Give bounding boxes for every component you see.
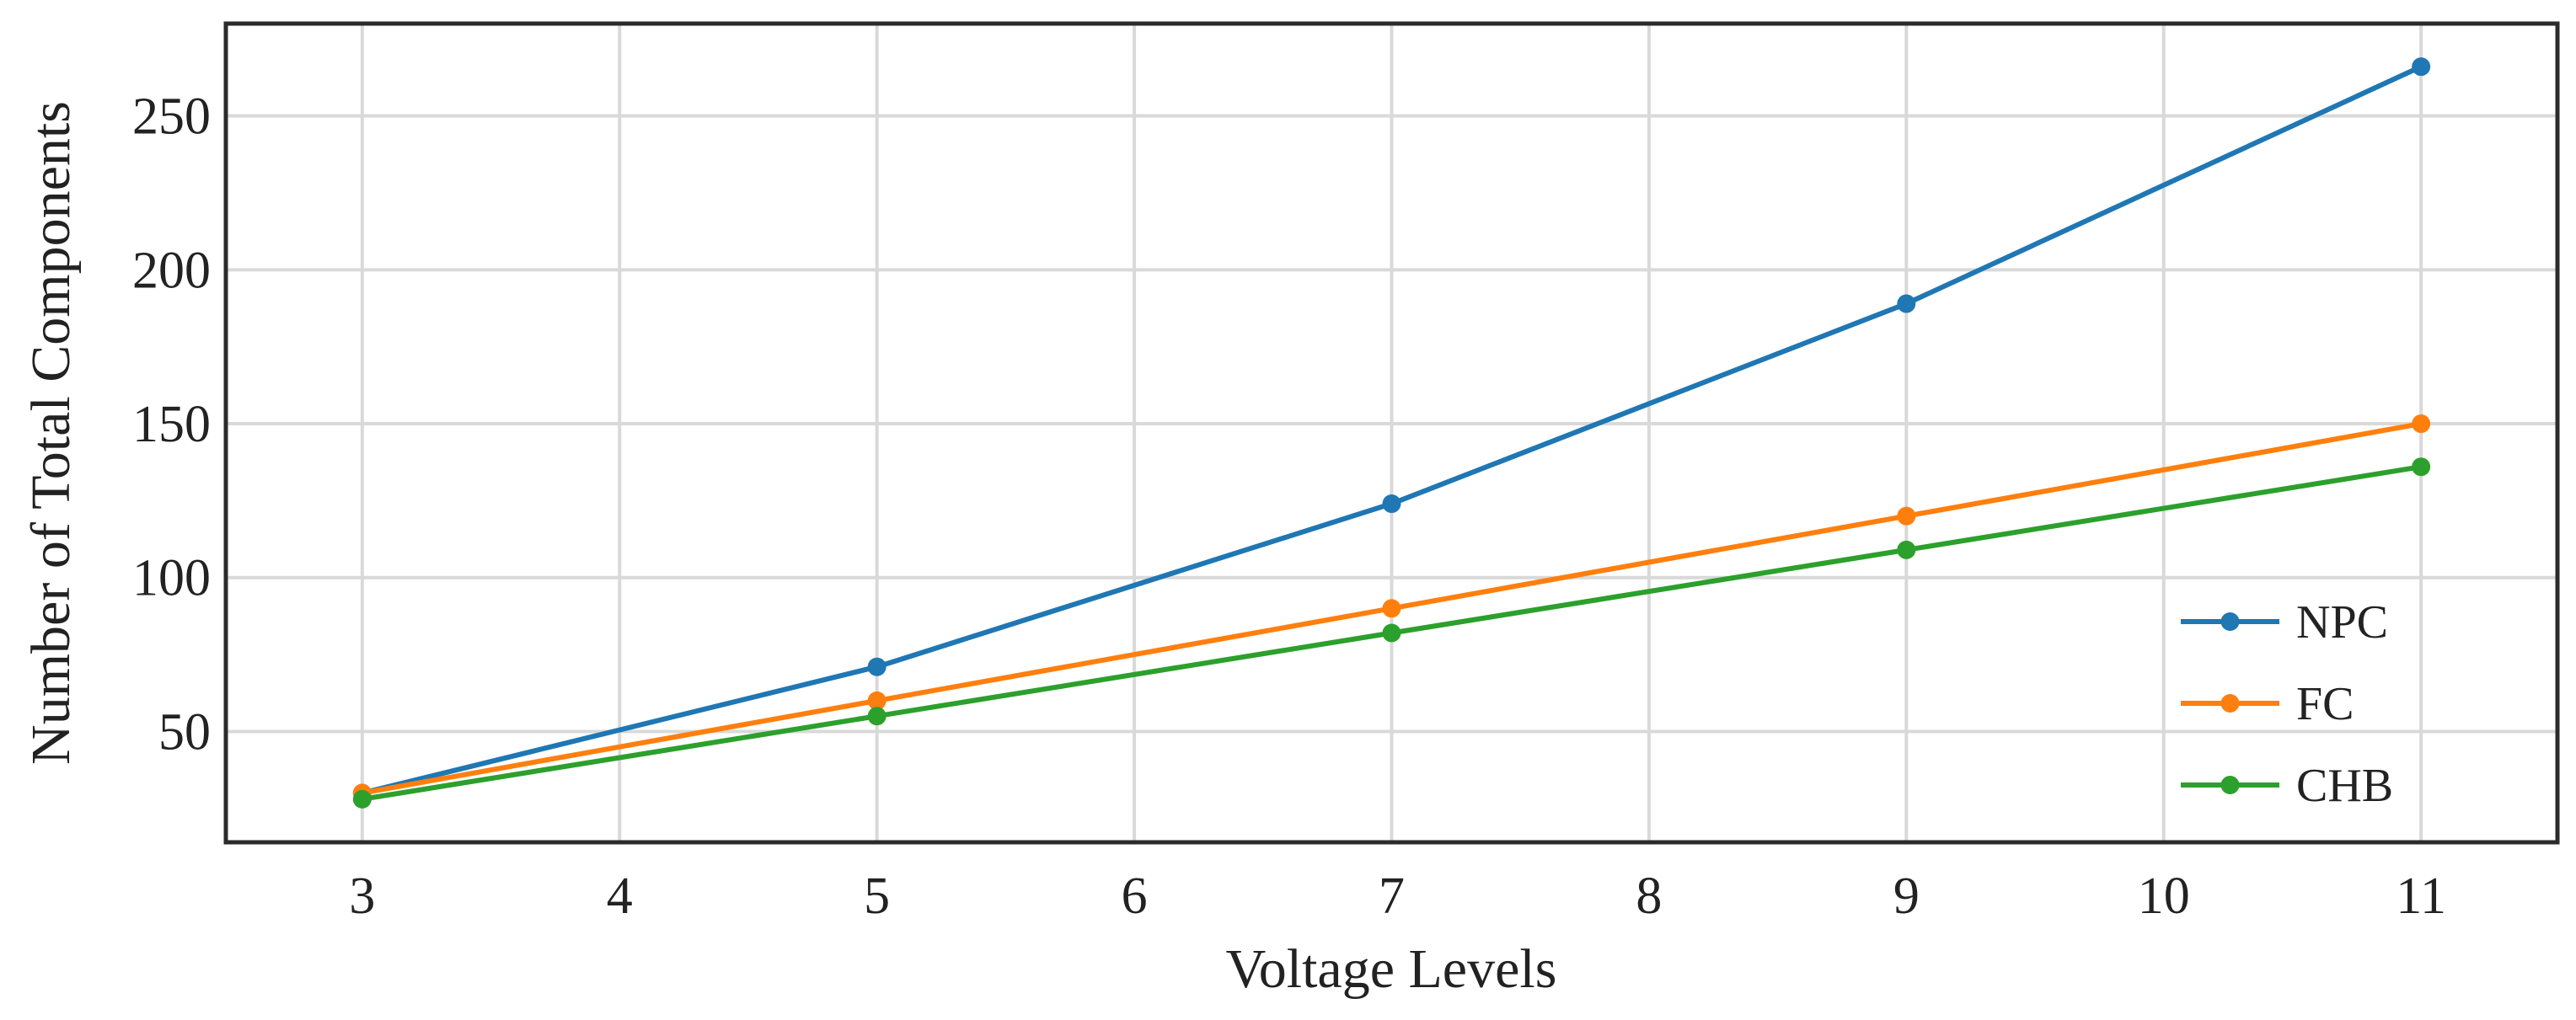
- data-point-fc: [2412, 414, 2431, 434]
- legend-item-chb: CHB: [2181, 760, 2393, 812]
- data-point-chb: [2412, 457, 2431, 477]
- legend: NPC FC CHB: [2181, 596, 2393, 812]
- x-tick-label: 8: [1636, 868, 1662, 925]
- y-tick-label: 50: [158, 703, 211, 761]
- y-grid: [226, 114, 2557, 734]
- legend-marker-npc: [2220, 612, 2240, 631]
- x-tick-labels: 3 4 5 6 7 8 9 10 11: [349, 868, 2446, 925]
- legend-item-fc: FC: [2181, 678, 2354, 730]
- data-point-chb: [1897, 540, 1916, 559]
- data-point-npc: [2412, 57, 2431, 77]
- y-axis-label: Number of Total Components: [20, 101, 82, 765]
- x-axis-label: Voltage Levels: [1226, 938, 1557, 1000]
- data-point-chb: [1382, 623, 1401, 643]
- data-point-npc: [1382, 494, 1401, 514]
- y-tick-labels: 50 100 150 200 250: [132, 88, 211, 761]
- data-point-fc: [867, 691, 886, 710]
- data-point-fc: [1897, 506, 1916, 526]
- x-tick-label: 4: [607, 868, 633, 925]
- data-point-chb: [867, 707, 886, 726]
- legend-label-fc: FC: [2296, 678, 2354, 730]
- legend-label-chb: CHB: [2296, 760, 2393, 812]
- y-tick-label: 100: [132, 550, 211, 607]
- data-point-fc: [1382, 599, 1401, 618]
- data-point-npc: [867, 657, 886, 676]
- series-chb: [352, 457, 2431, 809]
- x-tick-label: 10: [2138, 868, 2190, 925]
- x-tick-label: 9: [1893, 868, 1920, 925]
- data-point-chb: [352, 789, 372, 809]
- x-tick-label: 5: [864, 868, 890, 925]
- y-tick-label: 150: [132, 396, 211, 453]
- series-layer: [352, 57, 2431, 809]
- x-tick-label: 3: [349, 868, 375, 925]
- x-tick-label: 7: [1379, 868, 1405, 925]
- legend-marker-fc: [2220, 694, 2240, 713]
- legend-marker-chb: [2220, 776, 2240, 794]
- x-tick-label: 6: [1122, 868, 1148, 925]
- legend-item-npc: NPC: [2181, 596, 2388, 649]
- y-tick-label: 250: [132, 88, 211, 146]
- plot-frame: [223, 21, 2560, 845]
- y-tick-label: 200: [132, 242, 211, 299]
- data-point-npc: [1897, 294, 1916, 313]
- x-tick-label: 11: [2396, 868, 2446, 925]
- legend-label-npc: NPC: [2296, 596, 2388, 649]
